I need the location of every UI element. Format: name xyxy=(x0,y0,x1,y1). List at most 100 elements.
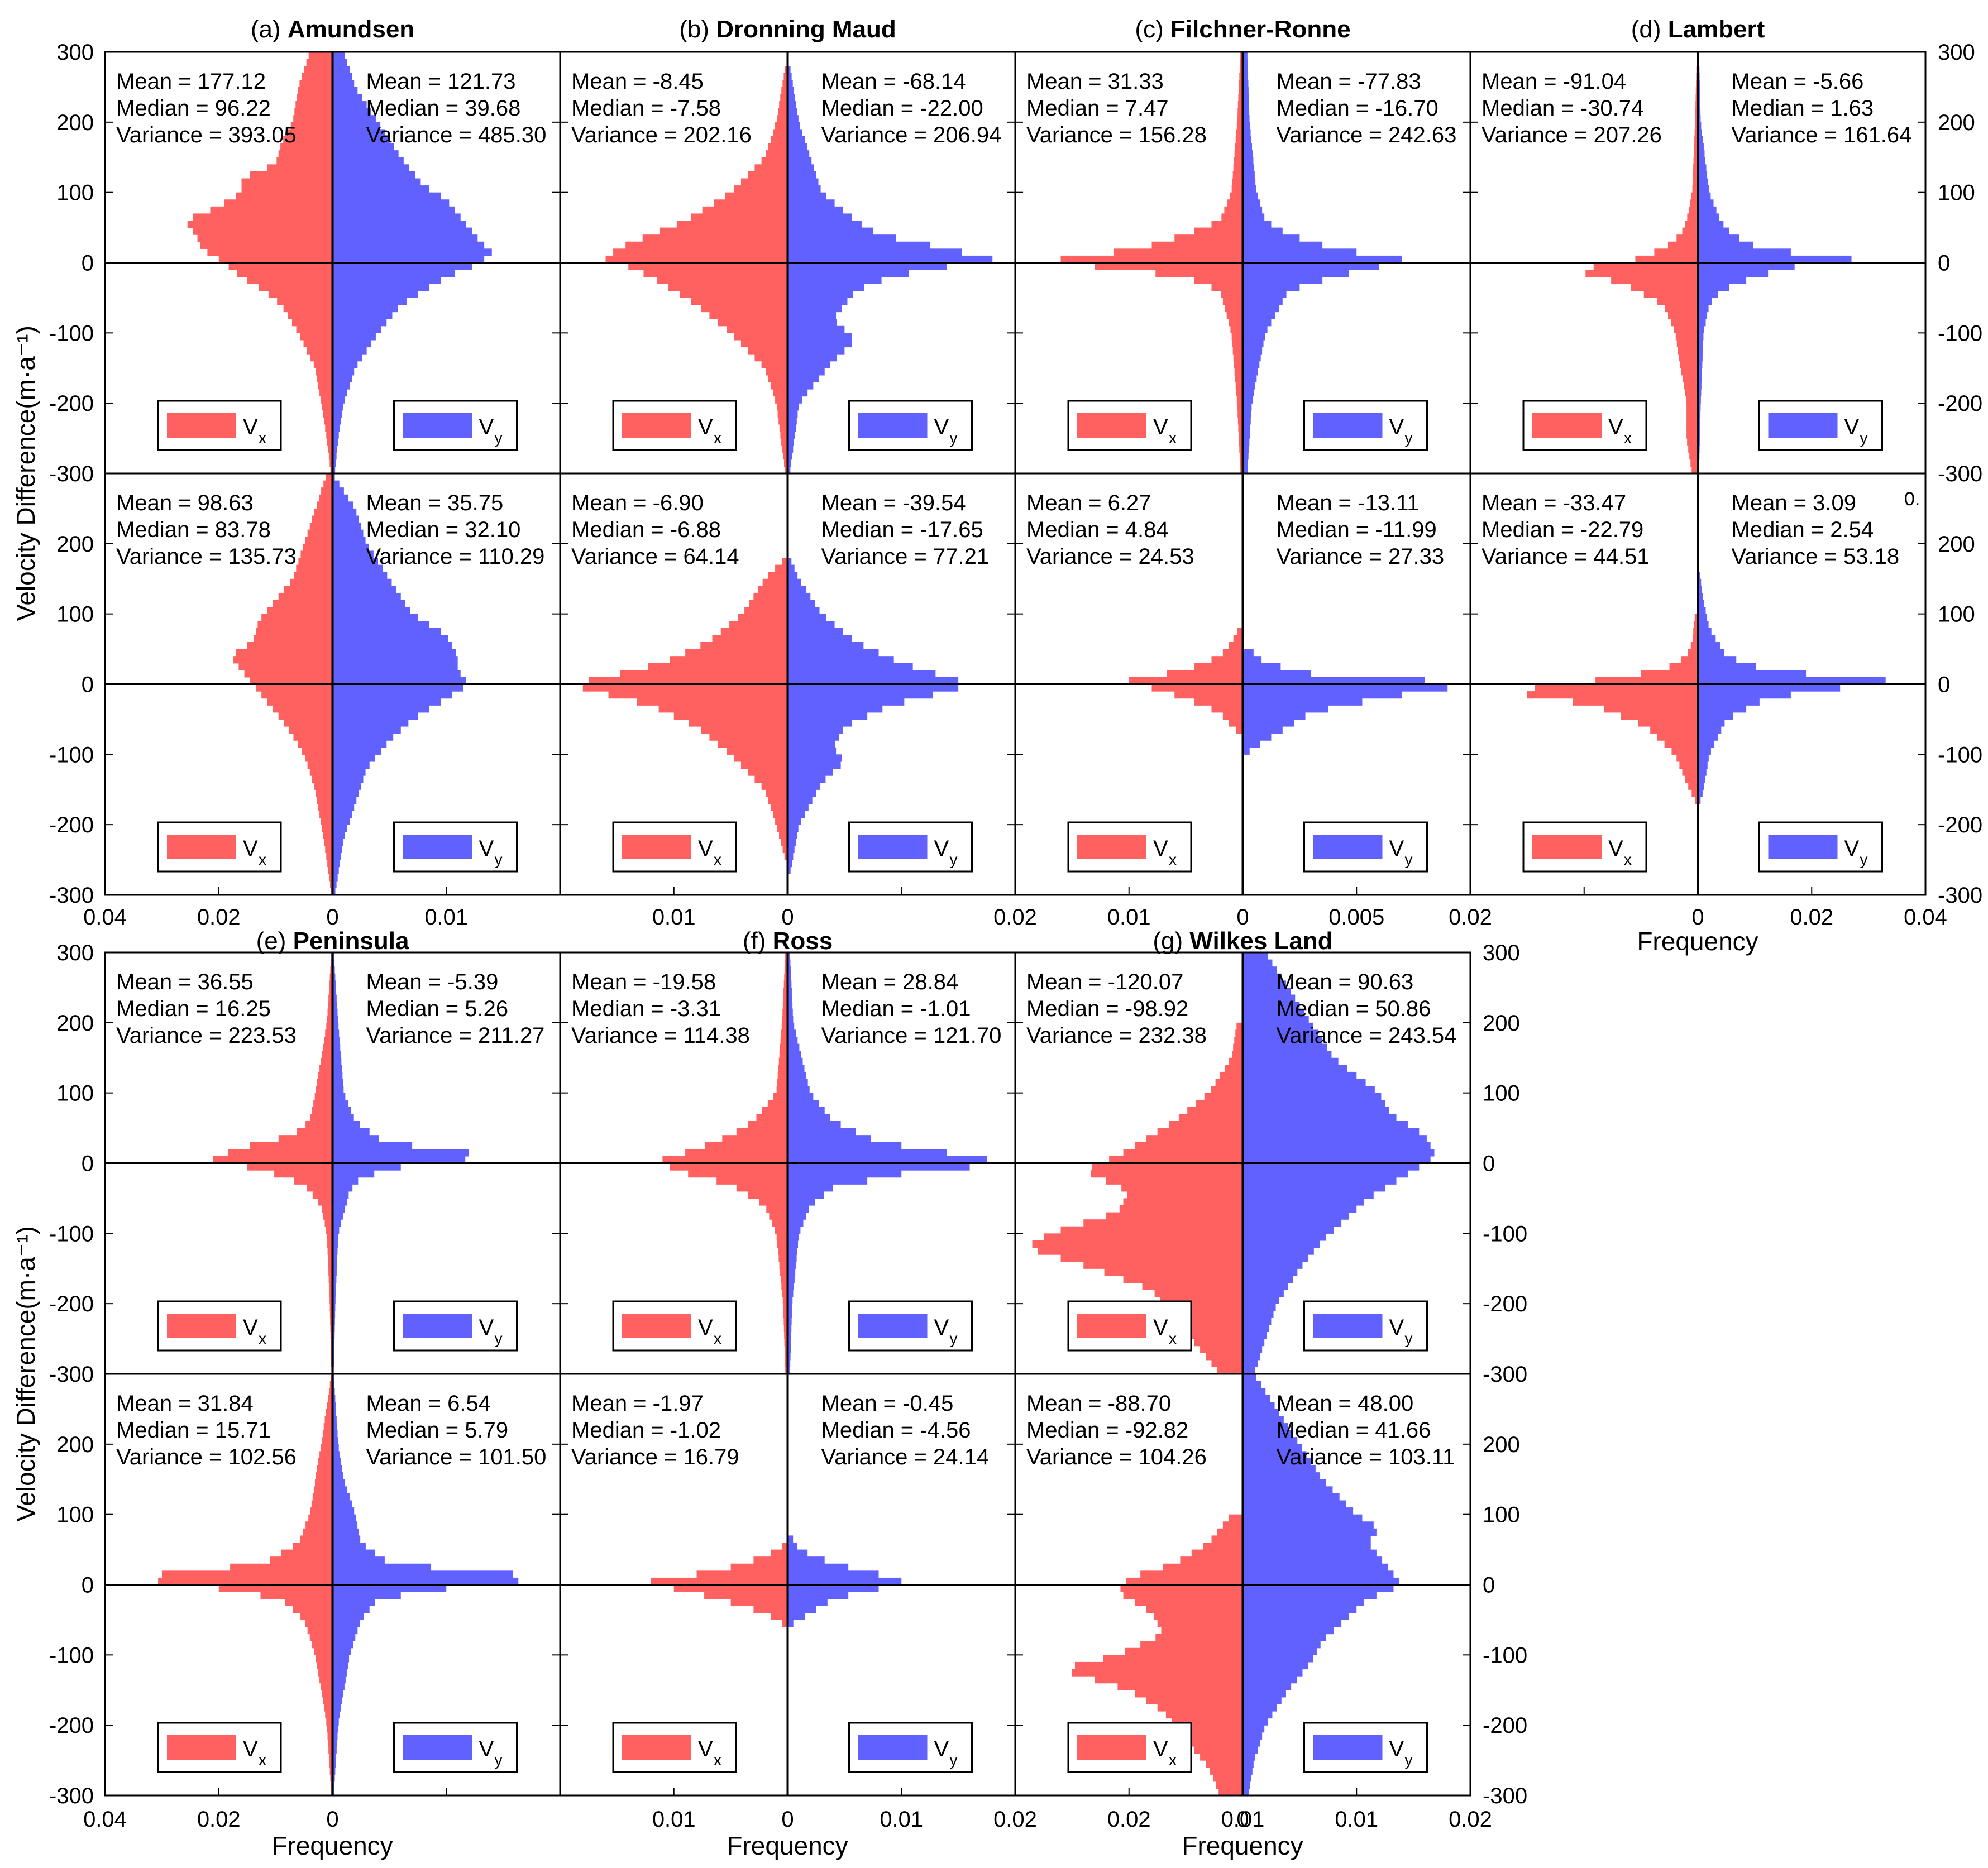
vx-bar xyxy=(330,1774,333,1782)
vy-bar xyxy=(332,1437,338,1445)
vx-bar xyxy=(1120,1584,1243,1592)
vy-bar xyxy=(1698,410,1701,418)
vy-bar xyxy=(332,1458,341,1466)
vx-bar xyxy=(325,845,333,854)
vy-bar xyxy=(1242,255,1402,264)
vx-bar xyxy=(1233,635,1243,643)
panel-letter: (c) xyxy=(1135,16,1170,43)
vx-bar xyxy=(1236,1022,1243,1031)
vy-bar xyxy=(787,1057,803,1065)
vy-bar xyxy=(1698,213,1719,221)
vx-bar xyxy=(762,578,788,586)
vy-bar xyxy=(1698,614,1708,621)
vy-bar xyxy=(1242,1760,1254,1768)
vx-bar xyxy=(238,663,333,670)
vx-bar xyxy=(1692,185,1698,193)
vy-bar xyxy=(787,635,852,643)
vy-bar xyxy=(1242,171,1255,179)
vx-bar xyxy=(197,234,333,242)
vx-bar xyxy=(327,1247,333,1255)
vy-bar xyxy=(332,1507,355,1515)
ytick-label: 100 xyxy=(1938,602,1975,627)
vx-stat-line: Mean = -88.70 xyxy=(1026,1391,1171,1416)
vy-bar xyxy=(332,1071,343,1080)
vy-bar xyxy=(332,1690,343,1698)
vy-bar xyxy=(787,101,796,109)
vx-bar xyxy=(1234,150,1243,158)
vy-bar xyxy=(332,558,378,566)
legend-subscript: x xyxy=(714,1751,721,1769)
vx-bar xyxy=(280,143,333,151)
ytick-label: -100 xyxy=(1483,1643,1527,1668)
vx-bar xyxy=(769,1212,788,1220)
vy-bar xyxy=(332,1409,337,1417)
vx-bar xyxy=(309,523,333,530)
vy-bar xyxy=(1698,115,1701,123)
vy-bar xyxy=(1698,684,1841,692)
vy-bar xyxy=(332,136,390,144)
vx-bar xyxy=(1236,122,1243,130)
vy-bar xyxy=(1698,143,1704,151)
vy-bar xyxy=(1242,192,1258,200)
vy-bar xyxy=(1242,1107,1389,1115)
vy-bar xyxy=(787,656,894,664)
ytick-label: -100 xyxy=(49,743,94,767)
vy-bar xyxy=(332,157,404,165)
ytick-label: 0 xyxy=(1483,1573,1495,1598)
vx-bar xyxy=(782,1620,788,1627)
vx-bar xyxy=(1235,1029,1243,1037)
vy-bar xyxy=(1242,1697,1282,1705)
vx-bar xyxy=(1230,192,1243,200)
vx-bar xyxy=(782,445,788,453)
vx-bar xyxy=(679,290,788,299)
vy-bar xyxy=(787,1324,792,1333)
vy-bar xyxy=(332,115,376,123)
vx-bar xyxy=(326,852,333,860)
vy-bar xyxy=(332,487,344,495)
vy-bar xyxy=(332,691,452,699)
vy-bar xyxy=(1242,1774,1251,1782)
vx-bar xyxy=(782,1290,788,1297)
vx-bar xyxy=(1657,733,1698,741)
vx-bar xyxy=(244,670,333,678)
vy-bar xyxy=(1242,213,1265,221)
vy-bar xyxy=(787,1592,849,1599)
vy-bar xyxy=(1242,234,1300,242)
xtick-label: 0.02 xyxy=(1449,905,1492,930)
vy-bar xyxy=(787,178,819,186)
legend-swatch xyxy=(167,835,236,859)
vy-bar xyxy=(787,866,791,874)
vy-bar xyxy=(332,1606,370,1613)
vx-bar xyxy=(784,966,788,974)
vy-bar xyxy=(787,108,797,116)
vx-bar xyxy=(298,558,333,566)
vy-bar xyxy=(1242,59,1248,66)
vx-bar xyxy=(255,628,333,636)
vy-bar xyxy=(332,1247,338,1255)
vx-bar xyxy=(1239,87,1243,95)
vy-bar xyxy=(787,298,848,305)
vy-bar xyxy=(787,143,807,151)
vy-bar xyxy=(1242,1233,1326,1241)
xtick-label: 0 xyxy=(781,905,794,930)
xtick-label: 0.005 xyxy=(1328,905,1384,930)
legend-subscript: y xyxy=(950,1751,958,1769)
ytick-label: -300 xyxy=(49,1784,94,1808)
panel-letter: (b) xyxy=(679,16,716,43)
vx-bar xyxy=(1690,642,1698,650)
vy-bar xyxy=(787,1022,795,1031)
vx-bar xyxy=(783,459,788,467)
vy-bar xyxy=(1242,733,1272,741)
vx-bar xyxy=(1095,1676,1243,1684)
vy-bar xyxy=(1242,1282,1288,1290)
vy-bar xyxy=(1698,157,1705,165)
legend-subscript: x xyxy=(1169,1330,1177,1347)
vx-bar xyxy=(289,726,333,734)
vx-bar xyxy=(309,768,333,776)
vy-bar xyxy=(332,452,337,460)
legend-swatch xyxy=(1532,835,1602,859)
vx-stat-line: Mean = 31.33 xyxy=(1026,69,1164,94)
vx-bar xyxy=(1155,1634,1243,1641)
vy-bar xyxy=(787,628,843,636)
